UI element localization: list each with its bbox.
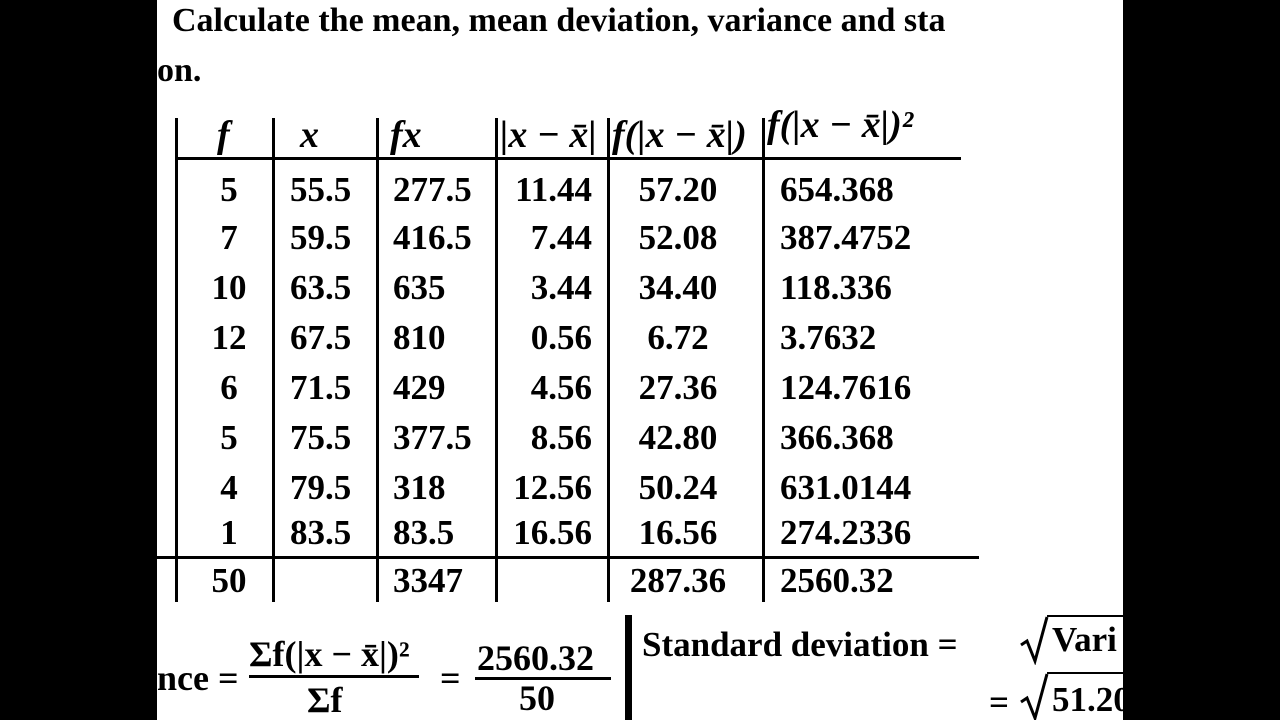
table-cell: 10 <box>211 268 247 307</box>
title: on. <box>157 52 202 89</box>
table-cell: 366.368 <box>780 418 894 457</box>
table-cell: 7.44 <box>530 218 592 257</box>
table-cell: 631.0144 <box>780 468 912 507</box>
sqrt-bar <box>1047 672 1123 674</box>
table-cell: 810 <box>393 318 446 357</box>
table-cell: 34.40 <box>638 268 718 307</box>
table-cell: 8.56 <box>530 418 592 457</box>
fraction-denominator: Σf <box>307 680 343 720</box>
std-root: Vari <box>1052 620 1117 659</box>
table-cell: 75.5 <box>290 418 352 457</box>
column-header: |x − x̄| <box>500 114 597 156</box>
table-cell: 7 <box>220 218 238 257</box>
title: Calculate the mean, mean deviation, vari… <box>172 2 946 39</box>
table-cell: 124.7616 <box>780 368 912 407</box>
table-cell: 16.56 <box>513 513 592 552</box>
table-cell: 83.5 <box>393 513 455 552</box>
table-cell: 50.24 <box>638 468 718 507</box>
table-cell: 12.56 <box>513 468 592 507</box>
slide: Calculate the mean, mean deviation, vari… <box>157 0 1123 720</box>
table-cell: 118.336 <box>780 268 892 307</box>
column-header: x <box>300 114 319 156</box>
std-root: 51.20 <box>1052 680 1123 719</box>
table-cell: 5 <box>220 418 238 457</box>
table-cell: 63.5 <box>290 268 352 307</box>
table-cell: 4 <box>220 468 238 507</box>
table-cell: 59.5 <box>290 218 352 257</box>
table-cell: 71.5 <box>290 368 352 407</box>
column-header: f(|x − x̄|)² <box>767 104 914 146</box>
table-cell: 654.368 <box>780 170 894 209</box>
table-cell: 274.2336 <box>780 513 912 552</box>
table-cell: 1 <box>220 513 238 552</box>
column-rule <box>762 118 765 602</box>
table-cell: 16.56 <box>638 513 718 552</box>
column-rule <box>272 118 275 602</box>
table-cell: 67.5 <box>290 318 352 357</box>
table-cell: 57.20 <box>638 170 718 209</box>
table-cell: 83.5 <box>290 513 352 552</box>
table-cell: 377.5 <box>393 418 472 457</box>
table-cell: 5 <box>220 170 238 209</box>
divider <box>625 615 632 720</box>
header-rule <box>175 157 961 160</box>
table-cell: 318 <box>393 468 446 507</box>
table-cell: 387.4752 <box>780 218 912 257</box>
std-label: Standard deviation = <box>642 625 958 664</box>
value-numerator: 2560.32 <box>477 638 594 678</box>
table-cell: 42.80 <box>638 418 718 457</box>
column-rule <box>495 118 498 602</box>
table-cell: 416.5 <box>393 218 472 257</box>
table-cell: 429 <box>393 368 446 407</box>
fraction-numerator: Σf(|x − x̄|)² <box>249 634 410 674</box>
sqrt-sign <box>1020 616 1049 665</box>
table-cell: 52.08 <box>638 218 718 257</box>
table-cell: 635 <box>393 268 446 307</box>
column-rule <box>175 118 178 602</box>
table-cell: 0.56 <box>530 318 592 357</box>
table-cell: 4.56 <box>530 368 592 407</box>
table-cell: 12 <box>211 318 247 357</box>
table-cell: 3.44 <box>530 268 592 307</box>
column-header: f <box>217 114 230 156</box>
total-cell: 50 <box>211 561 247 600</box>
table-cell: 3.7632 <box>780 318 877 357</box>
value-denominator: 50 <box>519 678 555 718</box>
total-cell: 287.36 <box>629 561 727 600</box>
table-cell: 11.44 <box>515 170 592 209</box>
equals: = <box>989 683 1009 720</box>
fraction-bar <box>249 675 419 678</box>
sqrt-sign <box>1020 673 1049 720</box>
column-header: fx <box>390 114 422 156</box>
total-cell: 2560.32 <box>780 561 894 600</box>
column-header: f(|x − x̄|) <box>612 114 747 156</box>
equals: = <box>440 658 461 698</box>
variance-label: nce = <box>157 658 239 698</box>
table-cell: 27.36 <box>638 368 718 407</box>
sqrt-bar <box>1047 615 1123 617</box>
table-cell: 277.5 <box>393 170 472 209</box>
fraction-bar <box>475 677 611 680</box>
total-rule <box>157 556 979 559</box>
table-cell: 6 <box>220 368 238 407</box>
column-rule <box>376 118 379 602</box>
table-cell: 55.5 <box>290 170 352 209</box>
total-cell: 3347 <box>393 561 463 600</box>
table-cell: 79.5 <box>290 468 352 507</box>
column-rule <box>607 118 610 602</box>
table-cell: 6.72 <box>647 318 709 357</box>
